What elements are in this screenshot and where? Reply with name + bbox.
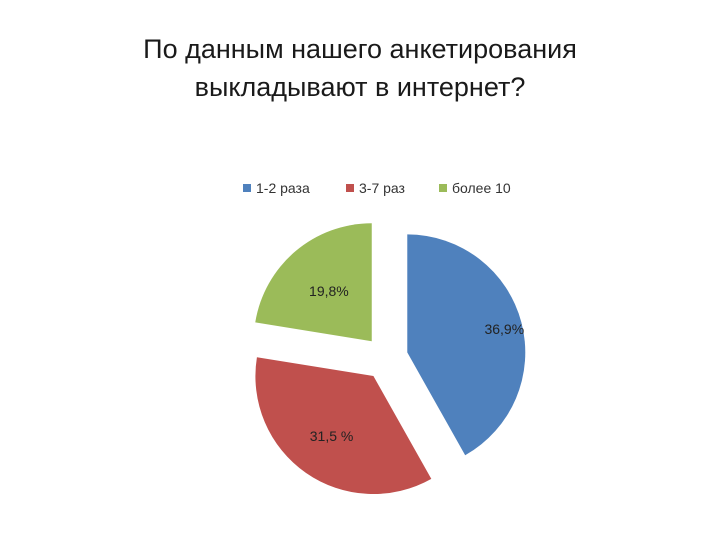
- pie-slices: [255, 223, 526, 495]
- slide-title: По данным нашего анкетирования выкладыва…: [60, 30, 660, 106]
- legend-item-3: более 10: [439, 180, 511, 196]
- legend-label-3: более 10: [452, 180, 511, 196]
- chart-legend: 1-2 раза 3-7 раз более 10: [243, 180, 511, 196]
- legend-item-2: 3-7 раз: [346, 180, 405, 196]
- legend-swatch-3: [439, 184, 447, 192]
- data-label-3: 19,8%: [309, 283, 349, 299]
- legend-swatch-2: [346, 184, 354, 192]
- data-label-1: 36,9%: [484, 321, 524, 337]
- pie-slice-1: [407, 234, 526, 456]
- title-line-1: По данным нашего анкетирования: [143, 34, 577, 64]
- legend-label-2: 3-7 раз: [359, 180, 405, 196]
- data-labels: 36,9% 31,5 % 19,8%: [309, 283, 524, 444]
- data-label-2: 31,5 %: [310, 428, 354, 444]
- legend-item-1: 1-2 раза: [243, 180, 310, 196]
- legend-swatch-1: [243, 184, 251, 192]
- title-line-2: выкладывают в интернет?: [194, 72, 526, 102]
- pie-slice-3: [255, 223, 372, 342]
- pie-slice-2: [255, 357, 432, 495]
- legend-label-1: 1-2 раза: [256, 180, 310, 196]
